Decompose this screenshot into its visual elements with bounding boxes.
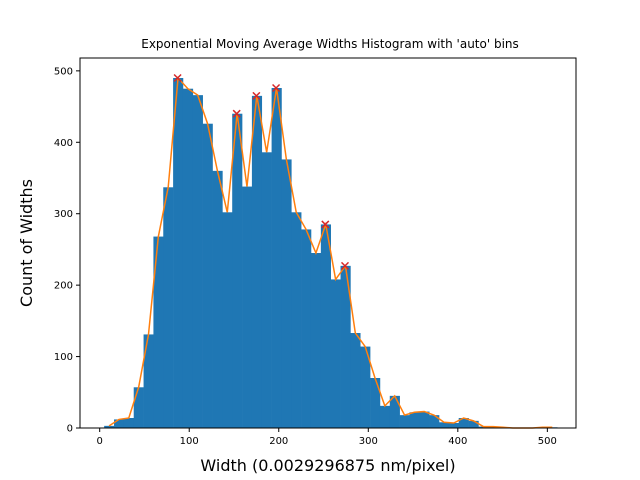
histogram-bar xyxy=(261,152,272,429)
histogram-bar xyxy=(114,419,125,428)
y-tick-label: 400 xyxy=(54,138,73,149)
y-axis-label: Count of Widths xyxy=(17,179,36,307)
ema-line-group xyxy=(108,76,553,429)
histogram-bar xyxy=(192,95,203,428)
histogram-bar xyxy=(379,405,391,428)
histogram-bar xyxy=(133,387,144,428)
histogram-bar xyxy=(173,78,184,428)
x-tick-label: 100 xyxy=(180,436,199,447)
peak-marker xyxy=(272,83,281,93)
x-tick-label: 300 xyxy=(359,436,378,447)
x-axis-ticks: 0 100 200 300 400 500 xyxy=(97,428,557,447)
y-tick-label: 300 xyxy=(54,209,73,220)
y-axis-ticks: 0 100 200 300 400 500 xyxy=(54,66,80,435)
peak-marker xyxy=(173,73,182,83)
histogram-bar xyxy=(389,395,400,428)
histogram-bar xyxy=(330,279,341,428)
histogram-bar xyxy=(281,159,292,428)
x-tick-label: 400 xyxy=(448,436,467,447)
histogram-bar xyxy=(409,412,420,428)
peak-markers xyxy=(173,73,350,270)
histogram-bar xyxy=(143,334,154,428)
y-tick-label: 0 xyxy=(67,424,73,435)
histogram-bar xyxy=(104,425,115,428)
histogram-bar xyxy=(360,346,371,428)
histogram-bar xyxy=(370,378,381,428)
y-tick-label: 100 xyxy=(54,352,73,363)
histogram-bar xyxy=(222,212,233,428)
y-tick-label: 200 xyxy=(54,281,73,292)
histogram-bar xyxy=(182,88,194,429)
histogram-bar xyxy=(301,229,312,428)
x-tick-label: 0 xyxy=(97,436,103,447)
histogram-bar xyxy=(468,420,479,428)
y-tick-label: 500 xyxy=(54,66,73,77)
histogram-bar xyxy=(320,224,331,428)
histogram-bar xyxy=(242,186,253,428)
histogram-bar xyxy=(291,212,302,428)
histogram-bars xyxy=(104,78,558,429)
histogram-bar xyxy=(340,265,351,428)
histogram-bar xyxy=(123,418,135,428)
histogram-bar xyxy=(419,411,430,428)
histogram-bar xyxy=(399,415,410,428)
peak-marker xyxy=(232,109,241,118)
histogram-bar xyxy=(251,95,263,429)
x-axis-label: Width (0.0029296875 nm/pixel) xyxy=(200,456,455,475)
histogram-bar xyxy=(271,88,282,428)
peak-marker xyxy=(340,261,350,270)
x-tick-label: 500 xyxy=(538,436,557,447)
ema-line xyxy=(108,76,553,429)
histogram-bar xyxy=(439,422,450,428)
peak-marker xyxy=(321,220,330,229)
histogram-bar xyxy=(212,170,223,429)
histogram-bar xyxy=(163,187,174,428)
histogram-bar xyxy=(310,253,322,428)
histogram-bar xyxy=(458,418,469,428)
histogram-bar xyxy=(153,236,164,428)
histogram-bar xyxy=(429,415,440,428)
peak-marker xyxy=(252,91,261,100)
histogram-bar xyxy=(232,113,243,429)
plot-frame xyxy=(79,57,577,429)
chart-title: Exponential Moving Average Widths Histog… xyxy=(141,37,519,51)
histogram-bar xyxy=(448,423,460,428)
x-tick-label: 200 xyxy=(269,436,288,447)
histogram-bar xyxy=(202,123,213,429)
histogram-bar xyxy=(350,333,361,428)
